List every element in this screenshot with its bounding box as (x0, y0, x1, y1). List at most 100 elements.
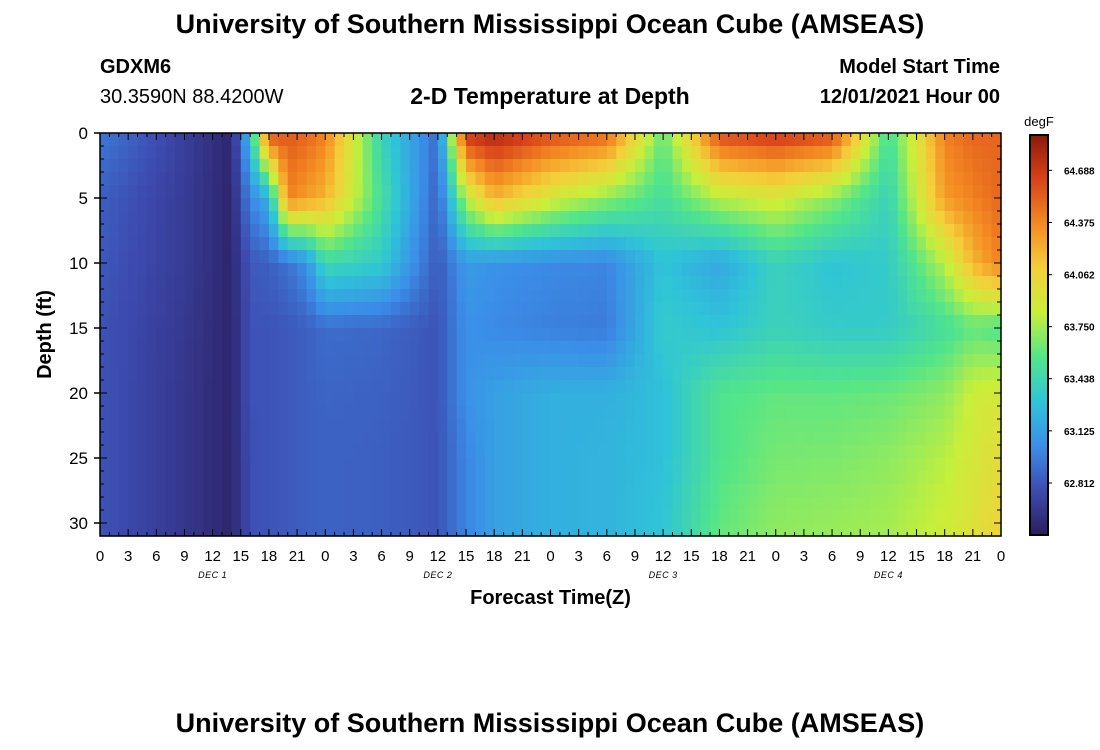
heatmap-cell (972, 198, 983, 212)
heatmap-cell (419, 315, 430, 329)
heatmap-cell (794, 497, 805, 511)
heatmap-cell (306, 237, 317, 251)
heatmap-cell (297, 328, 308, 342)
heatmap-cell (184, 471, 195, 485)
heatmap-cell (137, 471, 148, 485)
heatmap-cell (372, 211, 383, 225)
heatmap-cell (118, 367, 129, 381)
heatmap-cell (850, 211, 861, 225)
heatmap-cell (240, 445, 251, 459)
heatmap-cell (503, 471, 514, 485)
plot-title: 2-D Temperature at Depth (410, 83, 690, 109)
heatmap-cell (334, 276, 345, 290)
heatmap-cell (991, 445, 1002, 459)
heatmap-cell (559, 289, 570, 303)
heatmap-cell (156, 406, 167, 420)
heatmap-cell (916, 133, 927, 147)
heatmap-cell (710, 224, 721, 238)
heatmap-cell (747, 263, 758, 277)
heatmap-cell (325, 523, 336, 537)
heatmap-cell (700, 224, 711, 238)
heatmap-cell (860, 198, 871, 212)
heatmap-cell (231, 263, 242, 277)
heatmap-cell (550, 146, 561, 160)
heatmap-cell (259, 341, 270, 355)
heatmap-cell (315, 133, 326, 147)
heatmap-cell (175, 419, 186, 433)
heatmap-cell (954, 315, 965, 329)
heatmap-cell (466, 133, 477, 147)
heatmap-cell (419, 211, 430, 225)
heatmap-cell (456, 393, 467, 407)
heatmap-cell (541, 393, 552, 407)
heatmap-cell (878, 367, 889, 381)
heatmap-cell (972, 237, 983, 251)
heatmap-cell (494, 328, 505, 342)
heatmap-cell (897, 224, 908, 238)
heatmap-cell (963, 302, 974, 316)
heatmap-cell (400, 172, 411, 186)
heatmap-cell (841, 276, 852, 290)
heatmap-cell (803, 471, 814, 485)
heatmap-cell (165, 263, 176, 277)
heatmap-cell (531, 198, 542, 212)
heatmap-cell (165, 146, 176, 160)
heatmap-cell (860, 458, 871, 472)
heatmap-cell (878, 250, 889, 264)
heatmap-cell (954, 471, 965, 485)
heatmap-cell (531, 341, 542, 355)
heatmap-cell (860, 380, 871, 394)
heatmap-cell (681, 367, 692, 381)
heatmap-cell (456, 289, 467, 303)
heatmap-cell (907, 146, 918, 160)
heatmap-cell (409, 133, 420, 147)
heatmap-cell (156, 185, 167, 199)
heatmap-cell (287, 445, 298, 459)
heatmap-cell (390, 133, 401, 147)
heatmap-cell (991, 497, 1002, 511)
heatmap-cell (616, 406, 627, 420)
heatmap-cell (925, 276, 936, 290)
heatmap-cell (109, 250, 120, 264)
heatmap-cell (128, 250, 139, 264)
heatmap-cell (428, 471, 439, 485)
heatmap-cell (944, 328, 955, 342)
heatmap-cell (982, 341, 993, 355)
heatmap-cell (409, 198, 420, 212)
heatmap-cell (850, 471, 861, 485)
heatmap-cell (597, 302, 608, 316)
heatmap-cell (278, 172, 289, 186)
heatmap-cell (644, 380, 655, 394)
heatmap-cell (381, 445, 392, 459)
heatmap-cell (588, 510, 599, 524)
heatmap-cell (437, 419, 448, 433)
heatmap-cell (841, 406, 852, 420)
heatmap-cell (175, 276, 186, 290)
heatmap-cell (475, 237, 486, 251)
heatmap-cell (212, 289, 223, 303)
heatmap-cell (803, 276, 814, 290)
heatmap-cell (156, 146, 167, 160)
heatmap-cell (240, 458, 251, 472)
heatmap-cell (128, 328, 139, 342)
heatmap-cell (822, 523, 833, 537)
heatmap-cell (165, 276, 176, 290)
heatmap-cell (325, 185, 336, 199)
heatmap-cell (878, 211, 889, 225)
heatmap-cell (841, 250, 852, 264)
heatmap-cell (268, 523, 279, 537)
heatmap-cell (362, 146, 373, 160)
heatmap-cell (541, 302, 552, 316)
heatmap-cell (766, 445, 777, 459)
heatmap-cell (240, 289, 251, 303)
heatmap-cell (315, 237, 326, 251)
heatmap-cell (878, 458, 889, 472)
heatmap-cell (747, 497, 758, 511)
heatmap-cell (794, 406, 805, 420)
heatmap-cell (503, 328, 514, 342)
heatmap-cell (756, 445, 767, 459)
colorbar-bar (1029, 134, 1049, 536)
heatmap-cell (597, 315, 608, 329)
heatmap-cell (606, 471, 617, 485)
heatmap-cell (766, 406, 777, 420)
